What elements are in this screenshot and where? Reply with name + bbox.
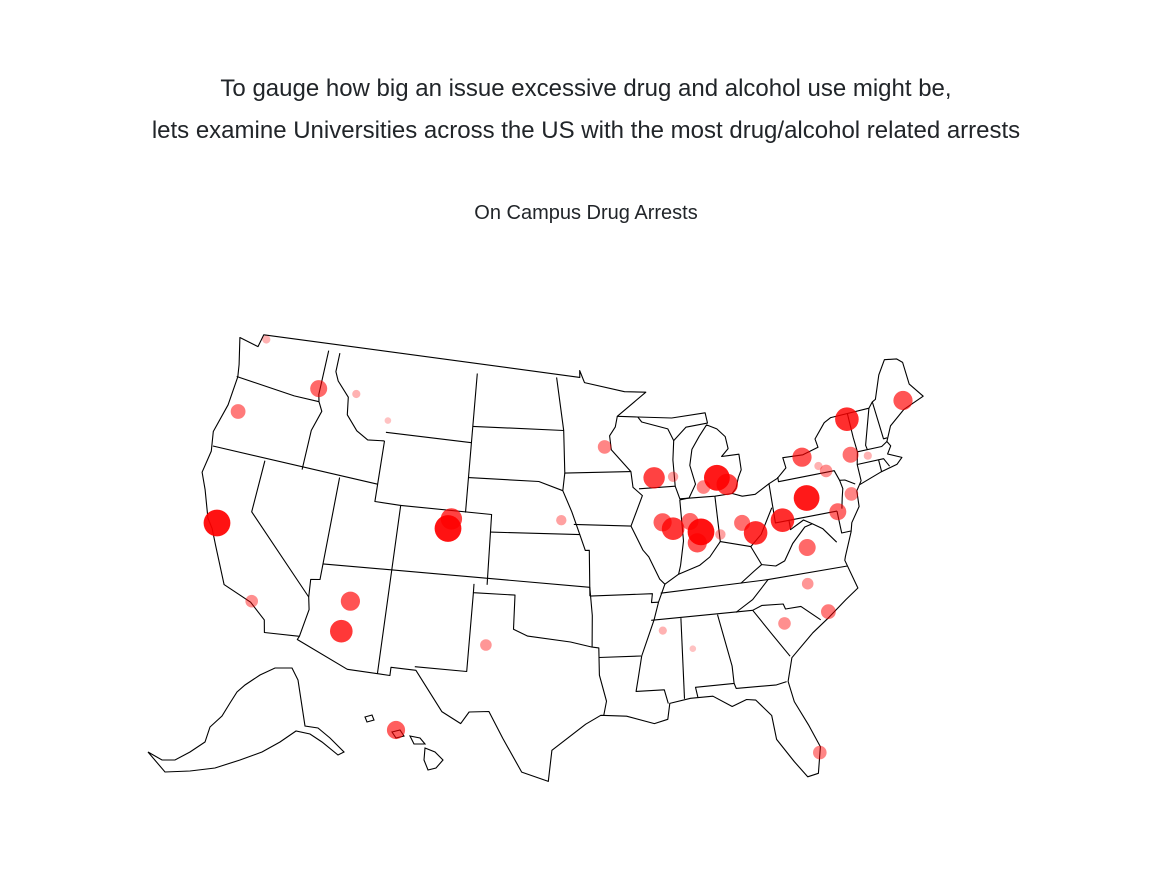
arrest-marker[interactable]: [829, 503, 847, 521]
arrest-marker[interactable]: [330, 619, 353, 643]
state-border: [335, 352, 385, 442]
state-border: [865, 408, 870, 450]
hawaii-big-island: [423, 747, 444, 771]
arrest-marker[interactable]: [434, 515, 462, 542]
arrest-marker[interactable]: [245, 594, 258, 608]
hawaii-maui: [409, 735, 427, 745]
state-border: [468, 477, 563, 492]
intro-text: To gauge how big an issue excessive drug…: [0, 68, 1172, 152]
state-border: [236, 375, 320, 403]
state-border: [251, 460, 310, 598]
arrest-marker[interactable]: [643, 467, 665, 489]
alaska-shape: [147, 667, 345, 773]
arrest-marker[interactable]: [813, 745, 827, 760]
arrest-marker[interactable]: [844, 487, 859, 501]
arrest-marker[interactable]: [798, 539, 816, 556]
state-border: [857, 458, 891, 467]
intro-line-2: lets examine Universities across the US …: [151, 117, 1021, 144]
state-border: [714, 496, 721, 542]
state-border: [878, 459, 883, 473]
arrest-marker[interactable]: [262, 335, 271, 344]
arrest-marker[interactable]: [792, 447, 812, 467]
state-border: [589, 593, 659, 604]
state-border: [301, 401, 323, 470]
state-border: [735, 579, 769, 613]
arrest-marker[interactable]: [352, 389, 361, 399]
state-border: [637, 416, 675, 441]
arrest-marker[interactable]: [716, 473, 738, 496]
state-border: [374, 440, 402, 674]
arrest-marker[interactable]: [480, 639, 492, 651]
state-border: [733, 681, 787, 689]
arrest-marker[interactable]: [863, 451, 872, 460]
state-border: [472, 583, 593, 648]
arrest-marker[interactable]: [689, 645, 697, 652]
arrest-marker[interactable]: [743, 521, 768, 545]
arrest-marker[interactable]: [667, 471, 679, 482]
state-border: [385, 431, 472, 444]
arrest-marker[interactable]: [653, 513, 672, 532]
intro-line-1: To gauge how big an issue excessive drug…: [220, 75, 952, 102]
arrest-marker[interactable]: [658, 626, 667, 635]
state-border: [589, 587, 608, 716]
state-border: [752, 603, 822, 621]
state-border: [573, 523, 632, 527]
arrest-markers: [203, 335, 913, 760]
state-border: [464, 373, 478, 513]
arrest-marker[interactable]: [819, 464, 833, 478]
state-border: [609, 416, 669, 704]
state-border: [556, 377, 631, 474]
state-boundaries: [201, 334, 924, 782]
arrest-marker[interactable]: [384, 417, 392, 424]
alaska-hawaii-insets: [147, 667, 444, 773]
state-border: [400, 504, 493, 585]
state-border: [680, 618, 686, 699]
arrest-marker[interactable]: [842, 446, 859, 463]
arrest-marker[interactable]: [340, 591, 360, 611]
state-border: [598, 655, 642, 659]
hawaii-kauai: [364, 714, 375, 723]
arrest-marker[interactable]: [778, 617, 791, 630]
arrest-marker[interactable]: [386, 720, 406, 740]
arrest-marker[interactable]: [893, 390, 913, 411]
arrest-marker[interactable]: [556, 515, 567, 526]
map-title: On Campus Drug Arrests: [474, 202, 698, 224]
state-border: [694, 614, 735, 698]
state-border: [740, 564, 763, 584]
arrest-marker[interactable]: [687, 533, 707, 553]
state-border: [839, 480, 844, 509]
arrest-marker[interactable]: [696, 480, 711, 494]
state-border: [472, 425, 564, 432]
state-border: [414, 592, 474, 673]
arrest-marker[interactable]: [835, 407, 859, 432]
arrest-marker[interactable]: [793, 485, 820, 511]
state-border: [752, 609, 791, 657]
state-border: [490, 531, 580, 536]
state-border: [562, 473, 591, 597]
state-border: [322, 563, 590, 588]
arrest-marker[interactable]: [597, 440, 612, 454]
arrest-marker[interactable]: [715, 529, 726, 540]
arrest-marker[interactable]: [801, 577, 814, 590]
arrest-marker[interactable]: [821, 604, 836, 620]
arrest-marker[interactable]: [203, 509, 231, 537]
state-border: [857, 441, 888, 453]
arrest-marker[interactable]: [814, 461, 823, 471]
state-border: [777, 470, 856, 485]
state-border: [664, 507, 773, 585]
arrest-marker[interactable]: [770, 508, 795, 532]
state-border: [298, 477, 341, 637]
arrest-marker[interactable]: [230, 404, 246, 419]
us-outline: [201, 334, 924, 782]
state-border: [871, 401, 888, 440]
arrest-marker[interactable]: [310, 380, 328, 398]
state-border: [212, 445, 378, 485]
